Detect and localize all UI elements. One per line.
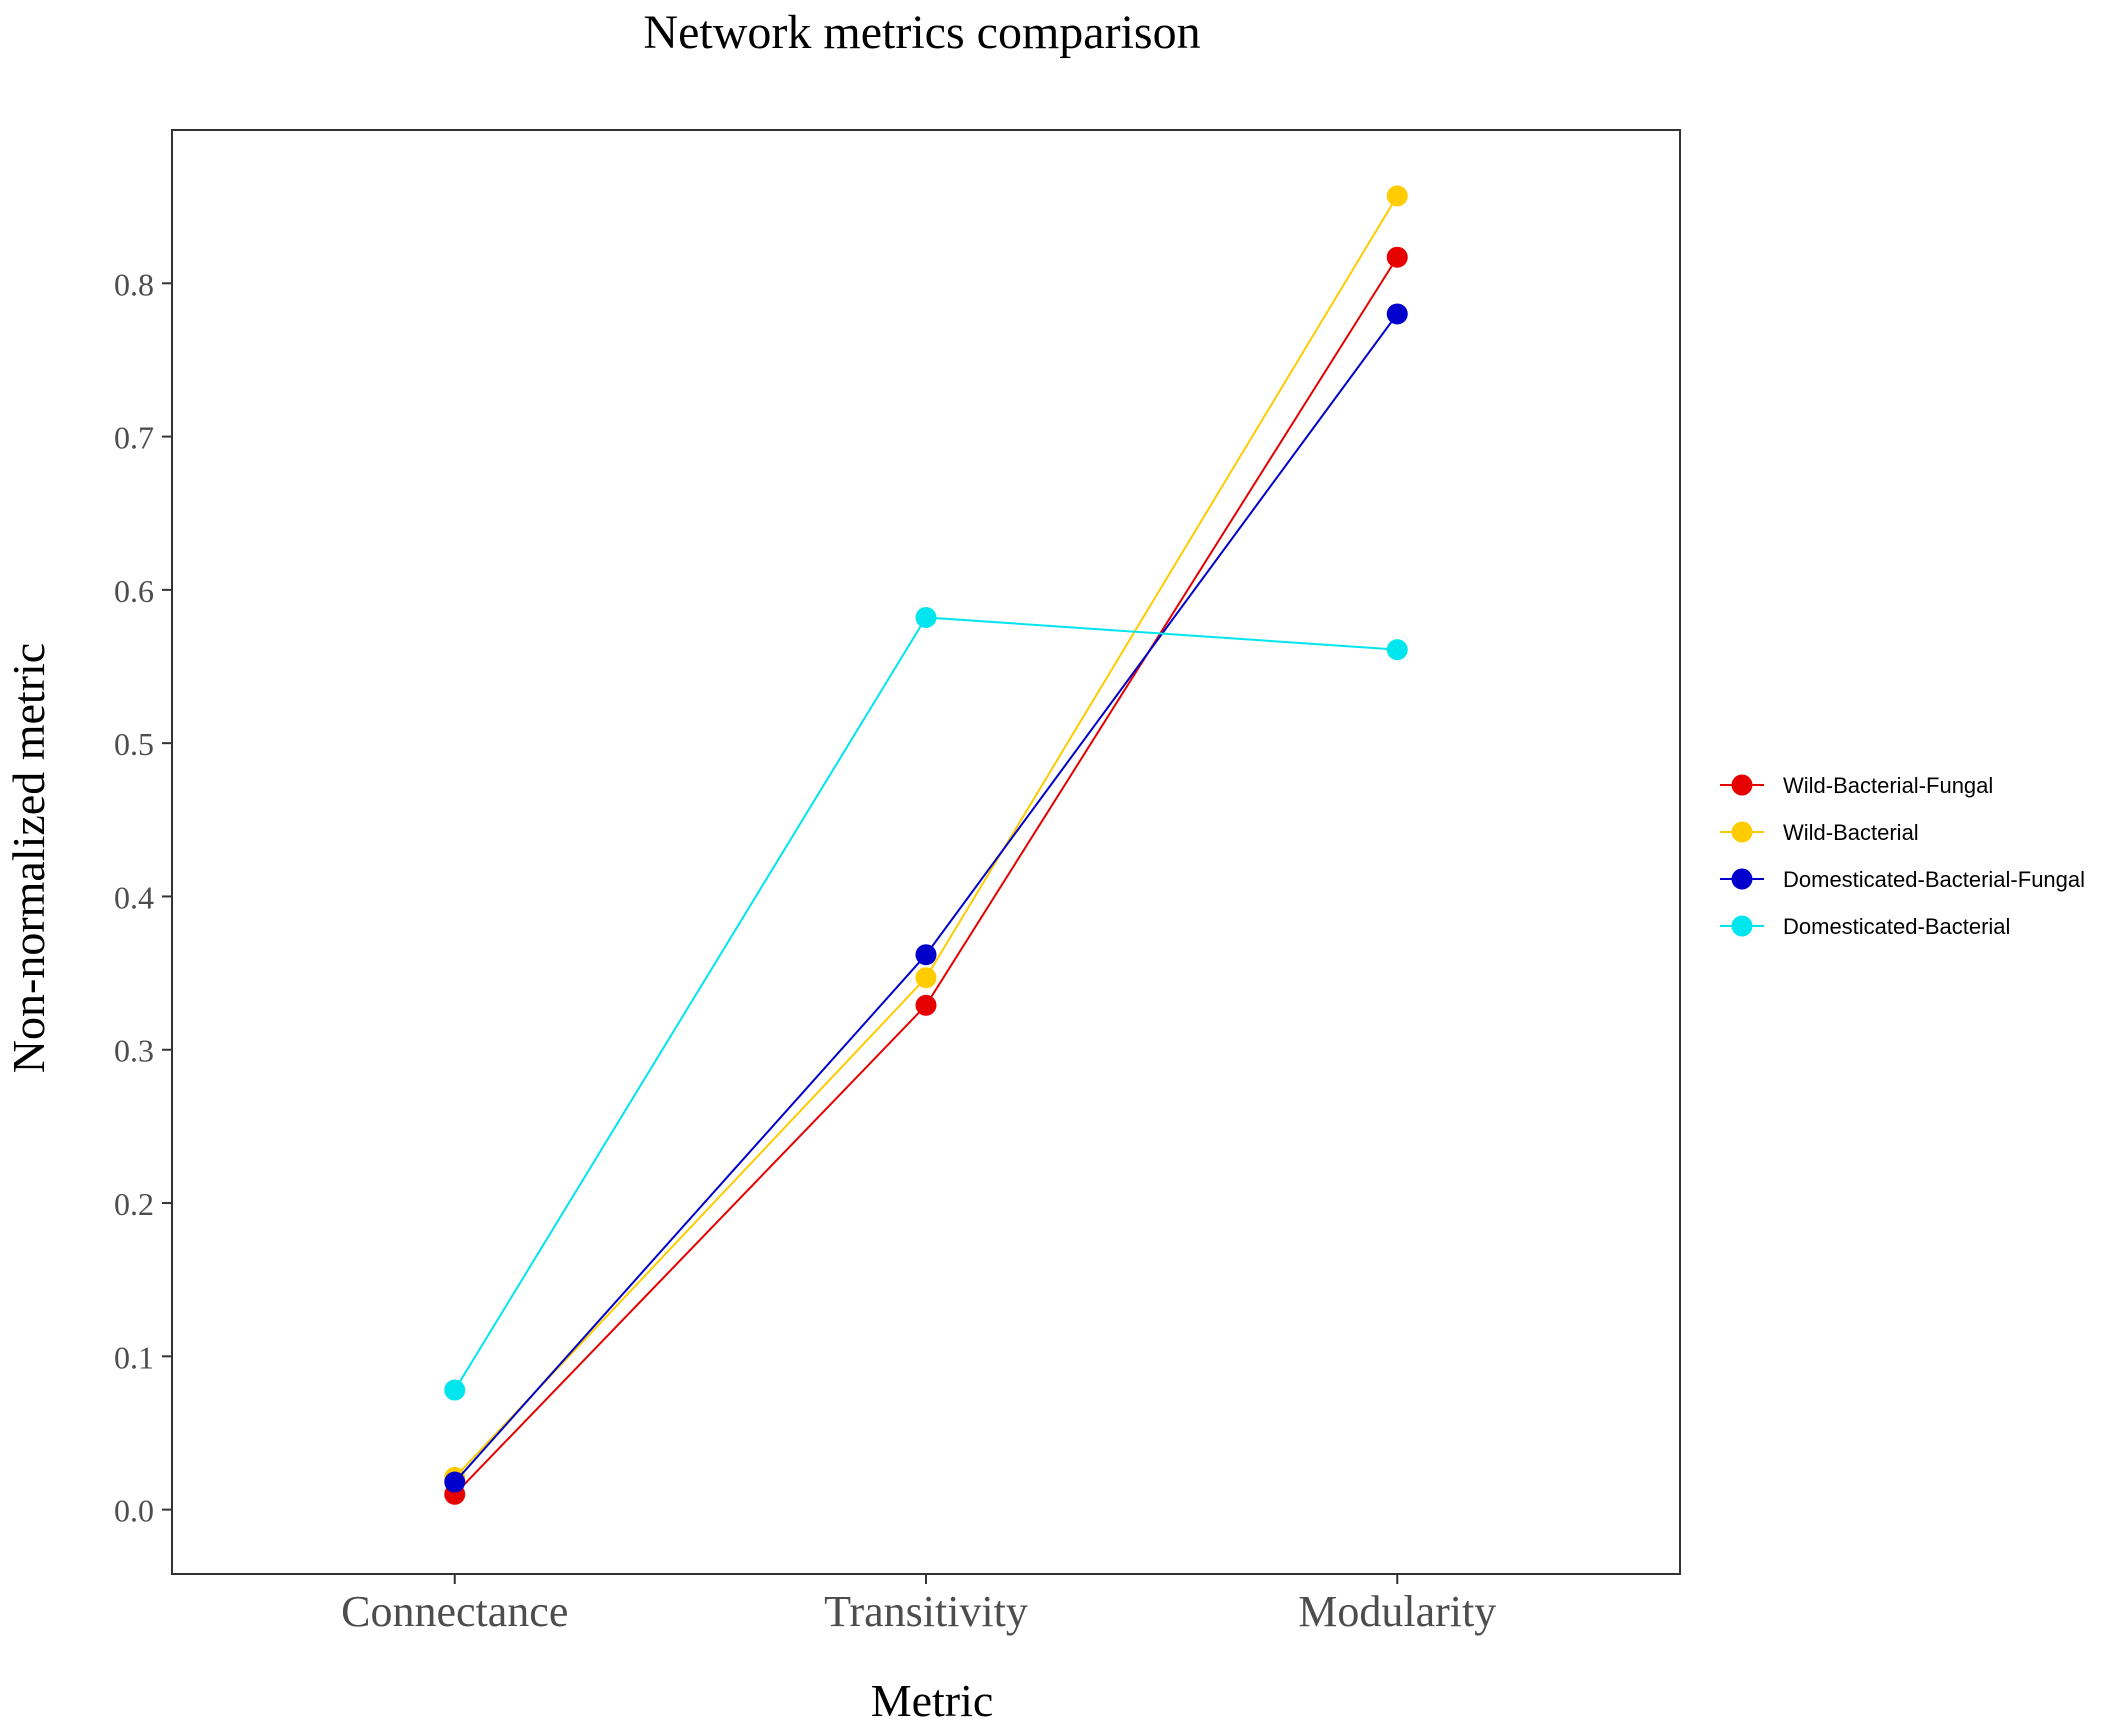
data-point <box>915 606 937 628</box>
plot-panel <box>171 129 1681 1575</box>
y-axis-title: Non-normalized metric <box>3 643 54 1073</box>
legend-label: Domesticated-Bacterial-Fungal <box>1783 867 2085 892</box>
chart-title: Network metrics comparison <box>643 6 1200 59</box>
legend-label: Wild-Bacterial <box>1783 820 1919 845</box>
x-tick-label: Modularity <box>1298 1587 1496 1636</box>
series-line <box>454 195 1399 1479</box>
data-point <box>1386 639 1408 661</box>
series-line <box>454 256 1399 1495</box>
x-axis: Connectance Transitivity Modularity <box>341 1574 1496 1636</box>
x-axis-title: Metric <box>871 1675 994 1726</box>
data-point <box>915 967 937 989</box>
legend-item: Domesticated-Bacterial-Fungal <box>1720 867 2085 892</box>
legend-key-point <box>1731 821 1753 843</box>
legend-item: Domesticated-Bacterial <box>1720 914 2010 939</box>
series-wild-bacterial-fungal <box>444 246 1408 1505</box>
y-tick-label: 0.2 <box>114 1186 154 1222</box>
legend-item: Wild-Bacterial-Fungal <box>1720 773 1993 798</box>
series-line <box>454 313 1399 1483</box>
y-tick-label: 0.4 <box>114 879 154 915</box>
data-point <box>1386 303 1408 325</box>
data-point <box>915 994 937 1016</box>
y-tick-label: 0.8 <box>114 266 154 302</box>
series-domesticated-bacterial-fungal <box>444 303 1408 1493</box>
y-tick-label: 0.5 <box>114 726 154 762</box>
legend-key-point <box>1731 868 1753 890</box>
legend-label: Domesticated-Bacterial <box>1783 914 2010 939</box>
legend-item: Wild-Bacterial <box>1720 820 1919 845</box>
data-point <box>915 944 937 966</box>
y-tick-label: 0.7 <box>114 420 154 456</box>
x-tick-label: Transitivity <box>824 1587 1028 1636</box>
data-point <box>1386 185 1408 207</box>
series-domesticated-bacterial <box>444 606 1408 1401</box>
y-tick-label: 0.1 <box>114 1339 154 1375</box>
legend-key-point <box>1731 915 1753 937</box>
y-axis: 0.0 0.1 0.2 0.3 0.4 0.5 0.6 0.7 0.8 <box>114 266 172 1529</box>
data-point <box>1386 246 1408 268</box>
data-point <box>444 1471 466 1493</box>
legend-label: Wild-Bacterial-Fungal <box>1783 773 1993 798</box>
legend-key-point <box>1731 774 1753 796</box>
y-tick-label: 0.3 <box>114 1033 154 1069</box>
y-tick-label: 0.0 <box>114 1493 154 1529</box>
data-point <box>444 1379 466 1401</box>
series-layer <box>444 185 1408 1505</box>
legend: Wild-Bacterial-Fungal Wild-Bacterial Domes… <box>1720 773 2085 939</box>
x-tick-label: Connectance <box>341 1587 568 1636</box>
y-tick-label: 0.6 <box>114 573 154 609</box>
series-wild-bacterial <box>444 185 1408 1488</box>
